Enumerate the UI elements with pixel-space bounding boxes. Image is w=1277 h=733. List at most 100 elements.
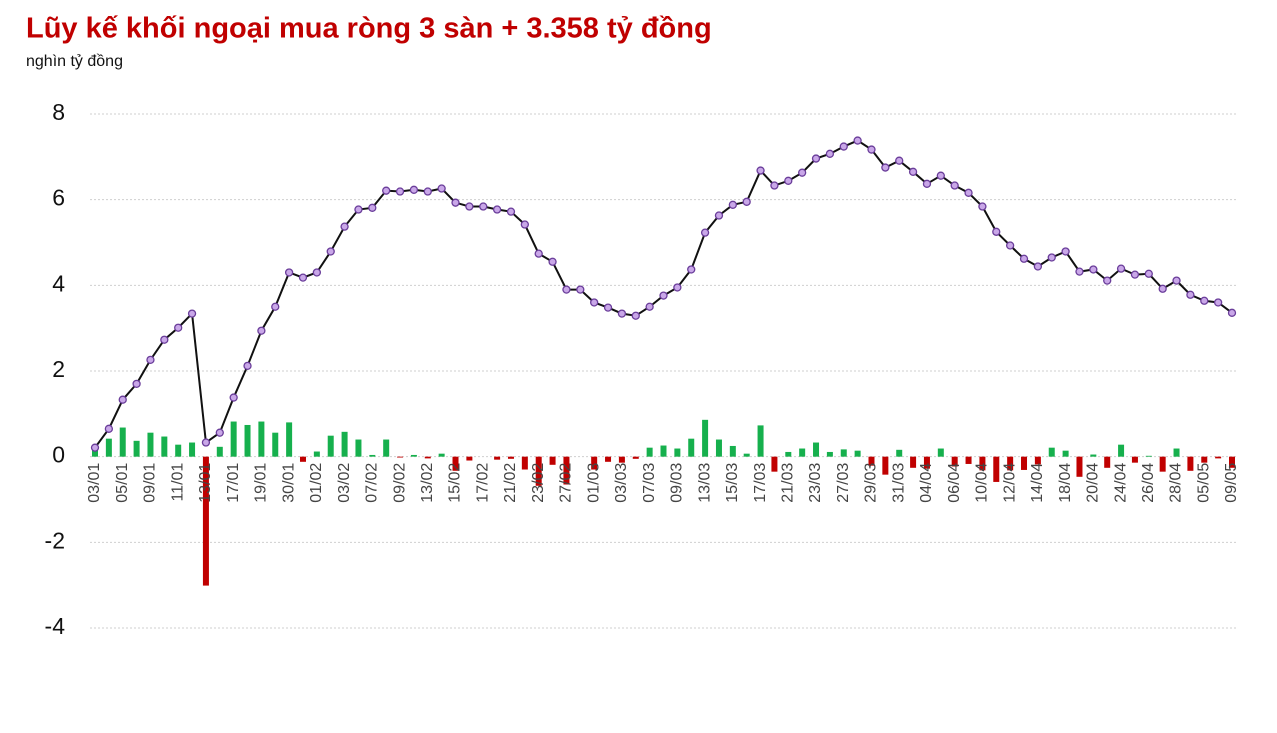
marker xyxy=(798,168,807,177)
y-tick-label: 4 xyxy=(52,270,65,296)
x-tick-label: 31/03 xyxy=(890,463,907,503)
bar xyxy=(535,456,542,486)
marker xyxy=(1047,253,1056,262)
marker xyxy=(687,265,696,274)
marker xyxy=(673,283,682,292)
bar xyxy=(1201,456,1208,463)
bar xyxy=(1145,455,1152,457)
bar xyxy=(896,449,903,457)
bar xyxy=(313,451,320,457)
y-tick-label: 8 xyxy=(52,99,65,125)
x-tick-label: 05/05 xyxy=(1195,463,1212,503)
marker xyxy=(922,179,932,188)
x-tick-label: 12/04 xyxy=(1001,463,1018,503)
bar xyxy=(286,422,293,457)
bar xyxy=(799,448,806,457)
marker xyxy=(534,249,543,258)
bar xyxy=(147,432,154,457)
x-tick-label: 01/02 xyxy=(308,463,325,503)
bar xyxy=(882,456,889,475)
bar xyxy=(1090,454,1097,457)
bar xyxy=(105,438,112,457)
bar xyxy=(910,456,917,468)
marker xyxy=(423,187,432,196)
marker xyxy=(395,187,405,196)
marker xyxy=(631,311,640,320)
marker xyxy=(368,203,377,212)
bar xyxy=(785,451,792,457)
bar xyxy=(1104,456,1111,468)
x-tick-label: 19/01 xyxy=(253,463,270,503)
marker xyxy=(1158,284,1167,293)
bar xyxy=(272,432,279,457)
marker xyxy=(1089,265,1098,274)
bar xyxy=(979,456,986,471)
bar xyxy=(549,456,556,465)
x-tick-label: 17/03 xyxy=(752,463,769,503)
marker xyxy=(201,438,211,447)
bar xyxy=(189,442,196,457)
x-tick-label: 11/01 xyxy=(169,463,186,502)
x-tick-label: 23/03 xyxy=(807,463,824,503)
bar xyxy=(466,456,473,461)
marker xyxy=(1172,276,1181,285)
marker xyxy=(603,303,613,312)
marker xyxy=(1186,290,1195,299)
marker xyxy=(978,202,987,211)
bar xyxy=(1076,456,1083,477)
marker xyxy=(492,205,502,214)
marker xyxy=(1144,269,1153,278)
bar xyxy=(1007,456,1014,471)
bar xyxy=(1048,447,1055,457)
bar xyxy=(688,438,695,457)
x-tick-label: 07/02 xyxy=(364,463,381,503)
marker xyxy=(326,247,335,256)
bar xyxy=(923,456,930,469)
bar xyxy=(813,442,820,457)
x-tick-label: 30/01 xyxy=(280,463,297,503)
marker xyxy=(1130,270,1140,279)
bar xyxy=(674,448,681,457)
x-tick-label: 27/02 xyxy=(558,463,575,503)
marker xyxy=(340,222,349,231)
chart-subtitle: nghìn tỷ đồng xyxy=(26,53,123,70)
x-tick-label: 17/01 xyxy=(225,463,242,503)
marker xyxy=(908,167,918,176)
bar xyxy=(868,456,875,466)
x-tick-label: 15/02 xyxy=(447,463,464,503)
chart-title: Lũy kế khối ngoại mua ròng 3 sàn + 3.358… xyxy=(26,13,712,45)
marker xyxy=(1005,241,1015,250)
marker xyxy=(853,136,862,145)
marker xyxy=(1213,298,1223,307)
bar xyxy=(1131,456,1138,463)
marker xyxy=(146,355,155,365)
marker xyxy=(243,361,252,371)
bar xyxy=(1187,456,1194,471)
x-tick-label: 06/04 xyxy=(946,463,963,503)
x-tick-label: 07/03 xyxy=(641,463,658,503)
marker xyxy=(229,393,238,402)
x-tick-label: 04/04 xyxy=(918,463,935,503)
marker xyxy=(714,211,724,220)
y-tick-label: 0 xyxy=(52,442,65,468)
bar xyxy=(521,456,528,470)
marker xyxy=(160,335,169,344)
x-tick-label: 03/01 xyxy=(86,463,103,503)
bar xyxy=(951,456,958,467)
x-tick-label: 09/05 xyxy=(1223,463,1240,503)
marker xyxy=(895,156,904,165)
x-tick-label: 09/02 xyxy=(391,463,408,503)
bar xyxy=(1021,456,1028,470)
marker xyxy=(215,428,224,437)
marker xyxy=(576,285,585,294)
bar xyxy=(369,454,376,457)
marker xyxy=(742,197,751,206)
marker xyxy=(1200,296,1209,305)
bar xyxy=(133,440,140,457)
marker xyxy=(784,176,793,185)
bar xyxy=(494,456,501,460)
marker xyxy=(950,181,959,190)
bar xyxy=(383,439,390,457)
bar xyxy=(175,444,182,457)
bar xyxy=(937,448,944,457)
